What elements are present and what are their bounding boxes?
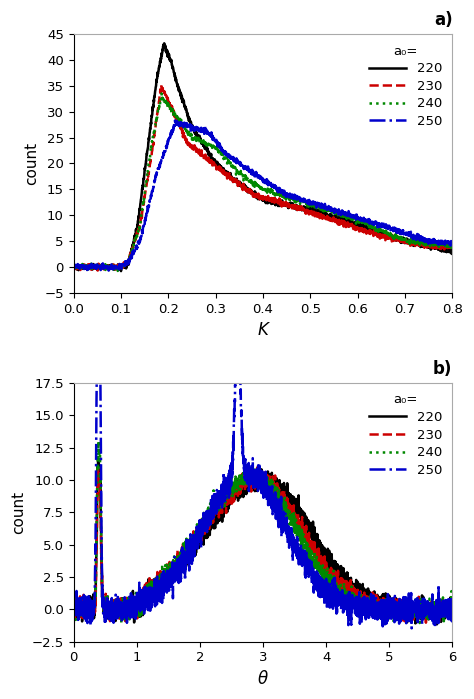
240 (137, 604, 142, 612)
250 (106, 266, 111, 275)
240 (401, 603, 407, 612)
250 (450, 240, 456, 248)
250 (369, 219, 375, 227)
Text: a): a) (434, 10, 453, 29)
250 (90, 261, 96, 270)
240 (450, 242, 456, 250)
Legend: 220, 230, 240, 250: 220, 230, 240, 250 (365, 389, 446, 481)
230 (158, 80, 164, 89)
220 (95, 454, 101, 462)
240 (90, 263, 96, 271)
230 (401, 610, 407, 618)
250 (114, 603, 120, 611)
220 (71, 263, 76, 271)
240 (159, 89, 164, 98)
Line: 220: 220 (73, 43, 453, 271)
230 (450, 242, 456, 250)
X-axis label: θ: θ (258, 670, 268, 688)
230 (216, 513, 222, 521)
Y-axis label: count: count (24, 142, 39, 185)
250 (409, 624, 414, 633)
220 (450, 248, 456, 257)
220 (439, 247, 445, 256)
240 (216, 498, 222, 506)
Line: 230: 230 (73, 85, 453, 271)
240 (96, 436, 101, 445)
250 (439, 238, 445, 247)
220 (369, 225, 375, 233)
240 (442, 606, 448, 614)
250 (137, 607, 142, 616)
250 (96, 277, 101, 285)
Line: 230: 230 (73, 468, 453, 623)
230 (137, 608, 142, 617)
240 (115, 267, 121, 275)
220 (246, 185, 251, 193)
240 (71, 261, 76, 270)
220 (114, 605, 120, 613)
230 (246, 187, 251, 196)
240 (246, 175, 251, 183)
230 (71, 264, 76, 272)
240 (450, 600, 456, 609)
Text: b): b) (433, 359, 453, 377)
220 (71, 597, 76, 605)
220 (161, 39, 167, 48)
Line: 250: 250 (73, 120, 453, 271)
250 (71, 605, 76, 614)
230 (369, 228, 375, 236)
250 (255, 172, 261, 180)
240 (439, 241, 445, 250)
X-axis label: K: K (257, 321, 268, 339)
Line: 240: 240 (73, 94, 453, 271)
230 (439, 242, 445, 250)
220 (450, 603, 456, 612)
230 (450, 604, 456, 612)
240 (255, 181, 261, 189)
Line: 220: 220 (73, 458, 453, 624)
220 (118, 267, 124, 275)
230 (71, 613, 76, 621)
Y-axis label: count: count (11, 491, 26, 534)
240 (439, 240, 445, 249)
230 (442, 602, 448, 610)
240 (233, 481, 238, 489)
220 (137, 606, 142, 614)
240 (71, 596, 76, 604)
250 (442, 608, 448, 617)
250 (172, 116, 178, 124)
Line: 250: 250 (73, 281, 453, 628)
240 (417, 619, 423, 627)
220 (255, 194, 261, 202)
220 (442, 607, 448, 615)
250 (439, 239, 445, 247)
250 (450, 602, 456, 610)
230 (255, 463, 260, 472)
240 (114, 609, 120, 617)
230 (423, 619, 429, 627)
250 (246, 164, 251, 172)
220 (401, 604, 407, 612)
230 (114, 598, 119, 607)
230 (90, 261, 96, 270)
230 (439, 243, 445, 251)
230 (232, 475, 238, 484)
220 (233, 486, 238, 494)
250 (216, 504, 222, 512)
250 (233, 367, 238, 375)
250 (71, 264, 76, 273)
Legend: 220, 230, 240, 250: 220, 230, 240, 250 (365, 41, 446, 132)
230 (95, 266, 100, 275)
220 (90, 263, 96, 271)
Line: 240: 240 (73, 440, 453, 623)
220 (216, 505, 222, 514)
230 (255, 193, 261, 201)
240 (369, 224, 375, 232)
220 (439, 245, 445, 254)
220 (434, 620, 440, 628)
250 (401, 598, 407, 607)
